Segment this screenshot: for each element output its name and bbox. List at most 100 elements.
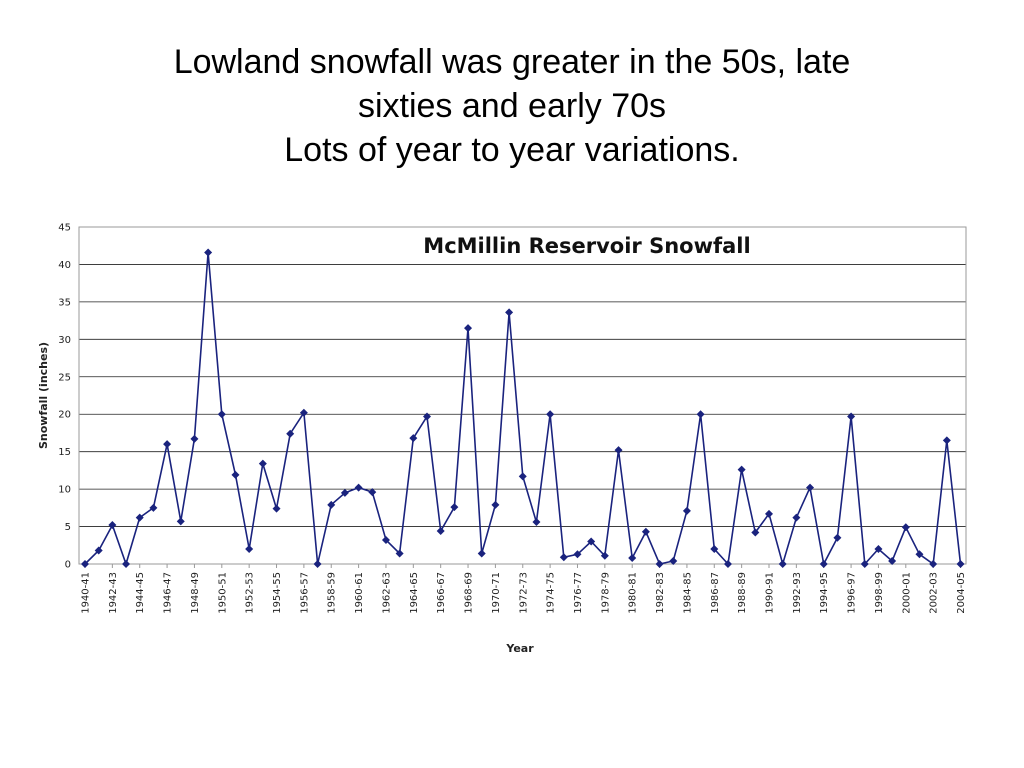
data-point-marker bbox=[381, 536, 390, 545]
data-point-marker bbox=[751, 528, 760, 537]
x-tick-label: 1966-67 bbox=[436, 572, 447, 614]
data-point-marker bbox=[806, 483, 815, 492]
y-tick-label: 5 bbox=[65, 522, 71, 533]
data-point-marker bbox=[327, 500, 336, 509]
x-tick-label: 1948-49 bbox=[190, 572, 201, 614]
data-point-marker bbox=[942, 436, 951, 445]
data-point-marker bbox=[546, 410, 555, 419]
x-tick-label: 1958-59 bbox=[327, 572, 338, 614]
x-tick-label: 1988-89 bbox=[737, 572, 748, 614]
data-point-marker bbox=[929, 560, 938, 568]
data-point-marker bbox=[600, 551, 609, 560]
data-point-marker bbox=[354, 483, 363, 492]
y-tick-label: 10 bbox=[58, 485, 71, 496]
data-point-marker bbox=[450, 503, 459, 512]
data-point-marker bbox=[956, 560, 965, 568]
data-point-marker bbox=[847, 412, 856, 421]
snowfall-line-chart: 0 5 10 15 20 25 30 35 40 45 1940-41 1942-43 1944-45… bbox=[37, 223, 967, 656]
data-point-marker bbox=[163, 440, 172, 449]
data-point-marker bbox=[901, 523, 910, 532]
data-point-marker bbox=[135, 513, 144, 522]
data-point-marker bbox=[792, 513, 801, 522]
data-point-marker bbox=[245, 545, 254, 554]
data-point-marker bbox=[874, 545, 883, 554]
y-tick-label: 35 bbox=[58, 297, 71, 308]
y-axis-title: Snowfall (inches) bbox=[37, 342, 50, 449]
data-point-marker bbox=[108, 521, 117, 530]
data-point-marker bbox=[176, 517, 185, 526]
x-tick-label: 2004-05 bbox=[956, 572, 967, 614]
x-tick-label: 1954-55 bbox=[272, 572, 283, 614]
chart-title: McMillin Reservoir Snowfall bbox=[423, 234, 750, 258]
x-tick-label: 1998-99 bbox=[874, 572, 885, 614]
x-tick-label: 2000-01 bbox=[901, 572, 912, 614]
plot-area-frame bbox=[78, 226, 967, 565]
x-tick-label: 1976-77 bbox=[573, 572, 584, 614]
data-point-marker bbox=[477, 549, 486, 558]
data-point-marker bbox=[587, 537, 596, 546]
y-tick-label: 30 bbox=[58, 335, 71, 346]
chart-gridlines bbox=[79, 226, 966, 565]
data-point-marker bbox=[395, 549, 404, 558]
x-tick-label: 1962-63 bbox=[381, 572, 392, 614]
y-tick-label: 25 bbox=[58, 372, 71, 383]
x-tick-label: 1964-65 bbox=[409, 572, 420, 614]
slide-title-line-3: Lots of year to year variations. bbox=[284, 131, 740, 169]
x-tick-label: 1942-43 bbox=[108, 572, 119, 614]
y-tick-label: 0 bbox=[65, 560, 71, 571]
x-axis-title: Year bbox=[505, 642, 534, 655]
data-point-marker bbox=[94, 546, 103, 555]
data-point-marker bbox=[614, 446, 623, 455]
slide-title: Lowland snowfall was greater in the 50s,… bbox=[0, 40, 1024, 172]
data-point-marker bbox=[888, 557, 897, 566]
data-point-marker bbox=[737, 465, 746, 474]
data-point-marker bbox=[518, 472, 527, 481]
data-point-marker bbox=[217, 410, 226, 419]
x-tick-label: 1946-47 bbox=[163, 572, 174, 614]
data-point-marker bbox=[628, 554, 637, 563]
y-tick-label: 20 bbox=[58, 410, 71, 421]
data-point-marker bbox=[149, 503, 158, 512]
x-tick-label: 1950-51 bbox=[217, 572, 228, 614]
data-point-marker bbox=[122, 560, 131, 568]
slide-title-line-1: Lowland snowfall was greater in the 50s,… bbox=[173, 43, 851, 81]
x-tick-label: 1982-83 bbox=[655, 572, 666, 614]
x-tick-label: 1992-93 bbox=[792, 572, 803, 614]
slide-title-line-2: sixties and early 70s bbox=[357, 87, 667, 125]
x-tick-label: 1980-81 bbox=[628, 572, 639, 614]
x-tick-label: 2002-03 bbox=[929, 572, 940, 614]
data-point-marker bbox=[778, 560, 787, 568]
data-point-marker bbox=[464, 324, 473, 333]
x-axis-ticks: 1940-41 1942-43 1944-45 1946-47 1948-49 1950-… bbox=[81, 564, 967, 614]
y-tick-label: 40 bbox=[58, 260, 71, 271]
data-point-marker bbox=[573, 550, 582, 559]
data-point-marker bbox=[915, 550, 924, 559]
x-tick-label: 1972-73 bbox=[518, 572, 529, 614]
data-point-marker bbox=[258, 459, 267, 468]
data-point-marker bbox=[409, 434, 418, 443]
data-point-marker bbox=[231, 470, 240, 479]
data-point-marker bbox=[833, 533, 842, 542]
data-point-marker bbox=[682, 506, 691, 515]
data-point-marker bbox=[204, 248, 213, 257]
y-tick-label: 45 bbox=[58, 223, 71, 234]
x-tick-label: 1978-79 bbox=[600, 572, 611, 614]
x-tick-label: 1986-87 bbox=[710, 572, 721, 614]
x-tick-label: 1970-71 bbox=[491, 572, 502, 614]
data-point-marker bbox=[669, 557, 678, 566]
x-tick-label: 1974-75 bbox=[546, 572, 557, 614]
data-point-marker bbox=[641, 527, 650, 536]
x-tick-label: 1952-53 bbox=[245, 572, 256, 614]
y-tick-label: 15 bbox=[58, 447, 71, 458]
data-point-marker bbox=[423, 412, 431, 421]
x-tick-label: 1996-97 bbox=[847, 572, 858, 614]
data-point-marker bbox=[436, 527, 445, 536]
data-point-marker bbox=[286, 429, 295, 438]
data-point-marker bbox=[505, 308, 514, 317]
data-point-marker bbox=[491, 500, 500, 509]
data-point-marker bbox=[313, 560, 322, 568]
x-tick-label: 1940-41 bbox=[81, 572, 92, 614]
data-point-marker bbox=[723, 560, 732, 568]
x-tick-label: 1956-57 bbox=[299, 572, 310, 614]
data-point-marker bbox=[765, 509, 773, 518]
